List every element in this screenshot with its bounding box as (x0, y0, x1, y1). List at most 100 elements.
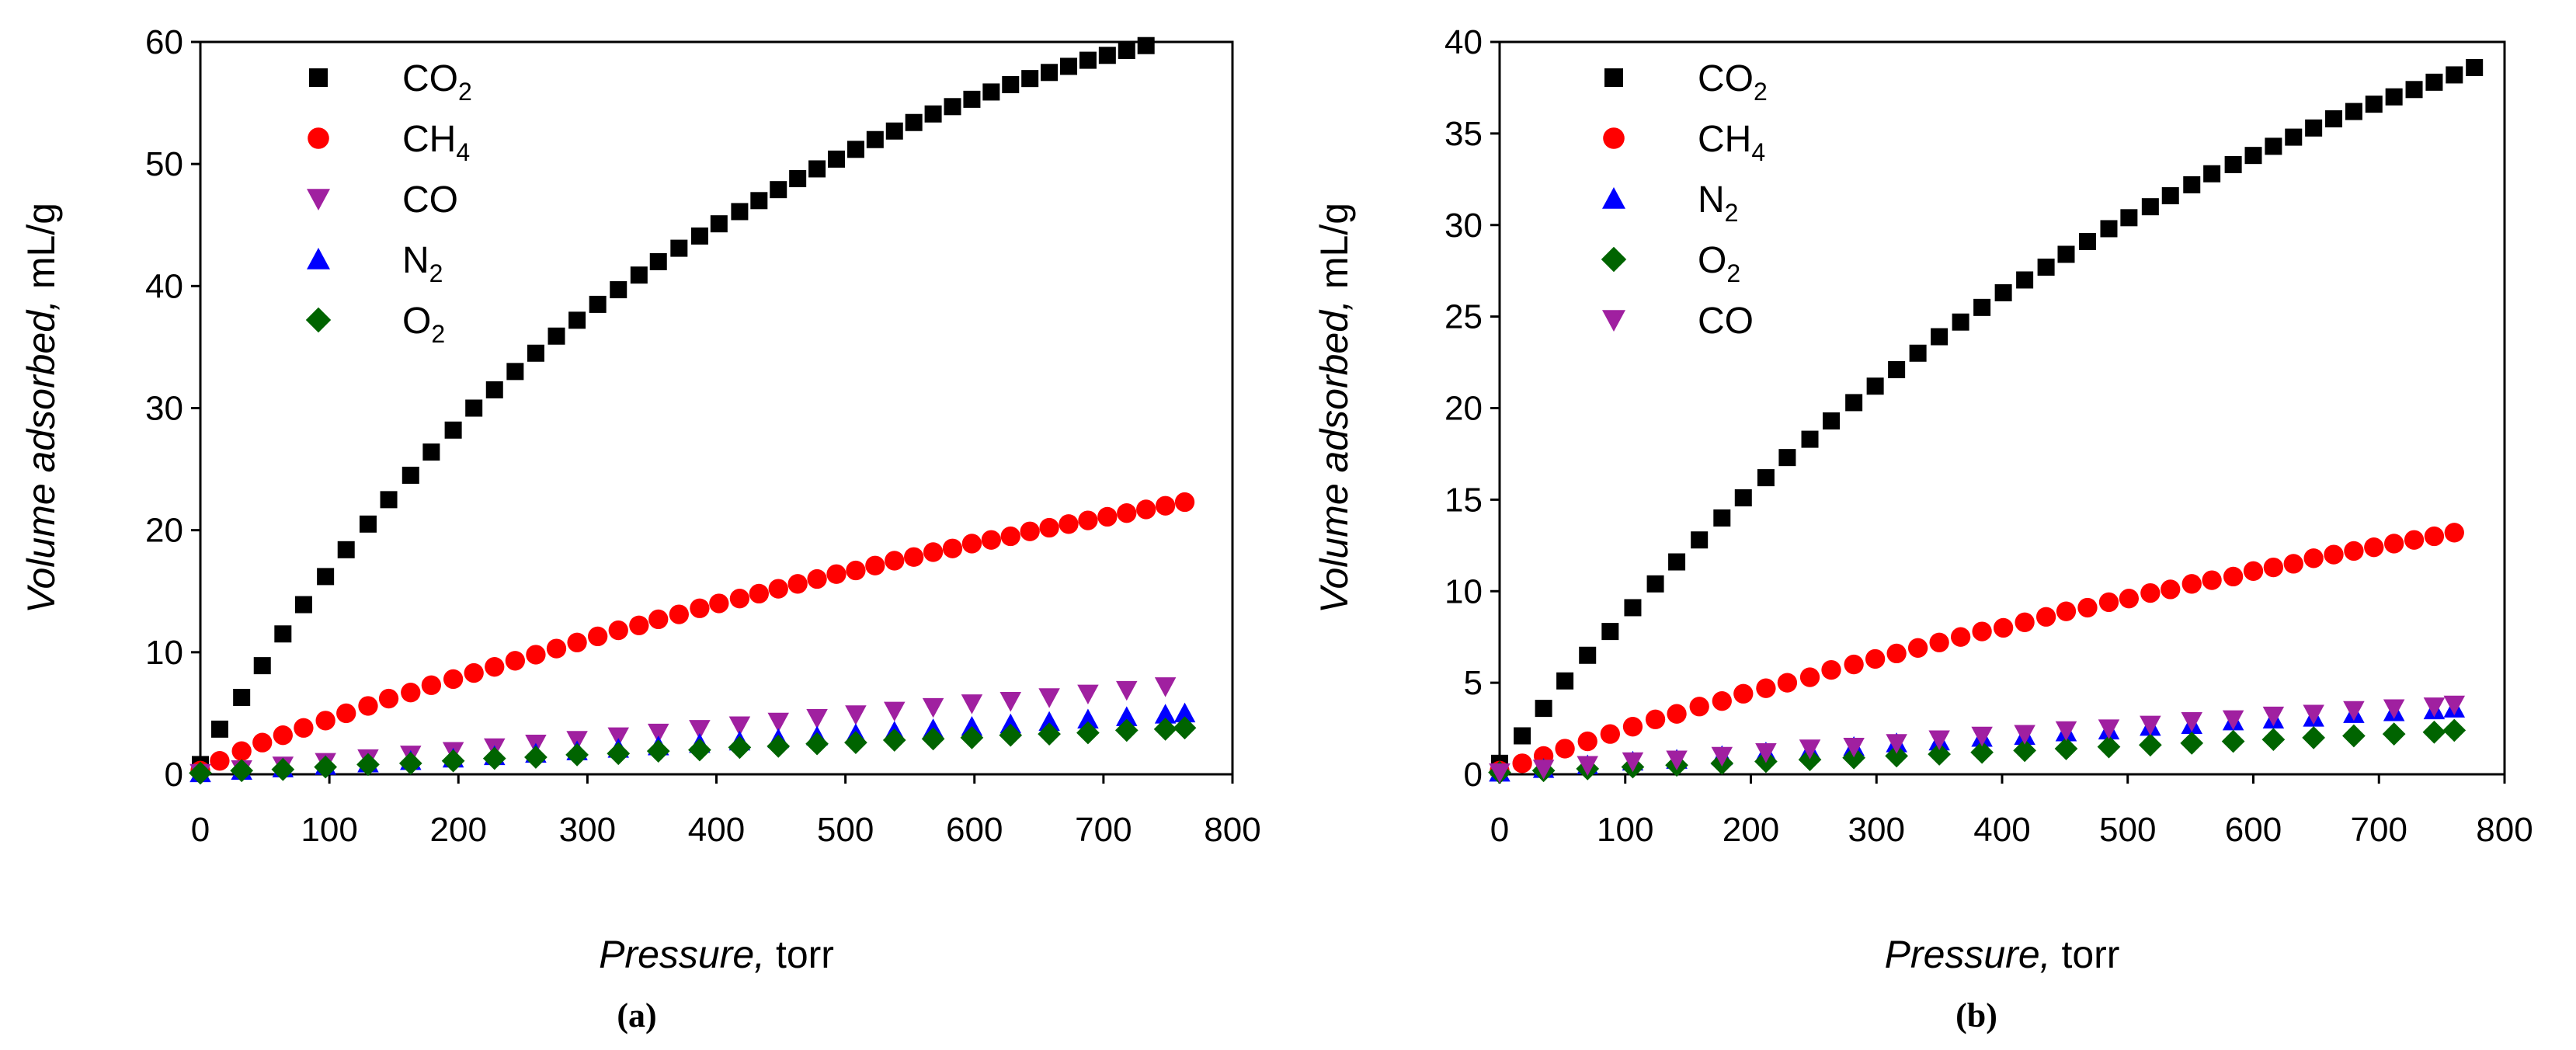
data-point (2180, 732, 2204, 755)
data-point (2120, 209, 2138, 227)
data-point (1777, 673, 1798, 693)
data-point (1154, 704, 1177, 724)
data-point (827, 150, 845, 168)
data-point (1020, 521, 1040, 541)
data-point (1077, 684, 1099, 705)
data-point (1845, 394, 1863, 412)
data-point (865, 555, 885, 575)
legend-label-main: N (1698, 179, 1725, 221)
data-point (2422, 720, 2446, 744)
data-point (2119, 589, 2140, 609)
x-axis-title-unit: torr (776, 933, 834, 976)
data-point (2446, 66, 2463, 84)
legend-label: O2 (1698, 240, 1740, 287)
legend-label-subscript: 2 (1726, 259, 1740, 287)
data-point (1843, 737, 1865, 758)
y-tick-label: 10 (145, 634, 183, 672)
data-point (2405, 81, 2423, 99)
data-point (337, 541, 355, 558)
data-point (961, 715, 983, 736)
data-point (690, 227, 708, 245)
data-point (728, 716, 751, 736)
data-point (963, 90, 981, 108)
x-tick-label: 600 (946, 811, 1003, 849)
data-point (2285, 128, 2303, 146)
data-point (1038, 688, 1060, 708)
data-point (1077, 708, 1099, 728)
y-tick-label: 50 (145, 145, 183, 183)
legend-label-main: CO (402, 58, 458, 99)
data-point (846, 560, 866, 581)
x-tick-label: 800 (2476, 811, 2533, 849)
data-point (710, 215, 728, 233)
data-point (688, 738, 711, 762)
legend-label: O2 (402, 301, 445, 348)
legend-label: CO (402, 179, 458, 221)
data-point (2424, 526, 2445, 547)
data-point (358, 696, 378, 716)
data-point (2221, 729, 2245, 753)
y-tick-label: 20 (1444, 390, 1483, 428)
data-point (921, 727, 945, 751)
data-point (2263, 557, 2284, 578)
data-point (1931, 328, 1949, 346)
data-point (731, 203, 749, 221)
data-point (1844, 654, 1864, 675)
legend-label-main: CH (402, 119, 456, 160)
data-point (942, 538, 963, 558)
data-point (1577, 756, 1598, 776)
data-point (1579, 646, 1597, 664)
x-axis-title-italic: Pressure, (1885, 933, 2051, 976)
data-point (767, 712, 789, 733)
data-point (2141, 198, 2159, 216)
y-axis-title-italic: Volume adsorbed, (19, 300, 63, 614)
legend-marker (1602, 187, 1625, 209)
data-point (1929, 632, 1949, 652)
data-point (2222, 710, 2244, 731)
data-point (904, 547, 924, 567)
data-point (444, 421, 462, 439)
data-point (1886, 734, 1907, 754)
data-point (981, 530, 1001, 550)
data-point (2384, 534, 2404, 554)
data-point (2261, 728, 2286, 752)
data-point (336, 703, 356, 724)
data-point (1799, 739, 1821, 760)
data-point (1734, 489, 1752, 507)
legend-label-subscript: 2 (429, 259, 443, 287)
data-point (2383, 699, 2405, 719)
data-point (2305, 119, 2323, 137)
data-point (230, 759, 254, 783)
data-point (767, 735, 791, 758)
data-point (1041, 64, 1059, 82)
data-point (2161, 187, 2179, 205)
data-point (1733, 683, 1754, 704)
data-point (2078, 232, 2096, 250)
data-point (274, 625, 292, 643)
data-point (315, 711, 335, 731)
series-o2 (189, 716, 1197, 785)
data-point (1646, 575, 1664, 593)
data-point (728, 735, 752, 760)
x-tick-label: 400 (688, 811, 745, 849)
data-point (922, 697, 944, 718)
x-tick-label: 400 (1973, 811, 2030, 849)
data-point (1842, 746, 1865, 770)
data-point (1117, 503, 1137, 523)
data-point (1971, 726, 1993, 747)
legend-label-main: CH (1698, 119, 1751, 160)
data-point (846, 141, 864, 158)
x-axis-title-gap (765, 933, 776, 976)
data-point (844, 731, 867, 754)
legend-label-main: CO (1698, 58, 1754, 99)
legend-label-subscript: 2 (431, 320, 445, 348)
y-tick-label: 20 (145, 512, 183, 550)
y-tick-label: 10 (1444, 572, 1483, 610)
data-point (1713, 509, 1731, 527)
data-point (2382, 722, 2406, 746)
legend-marker (1601, 246, 1627, 273)
y-axis-title: Volume adsorbed, mL/g (19, 203, 63, 614)
data-point (2098, 592, 2119, 613)
legend-marker (309, 68, 328, 87)
